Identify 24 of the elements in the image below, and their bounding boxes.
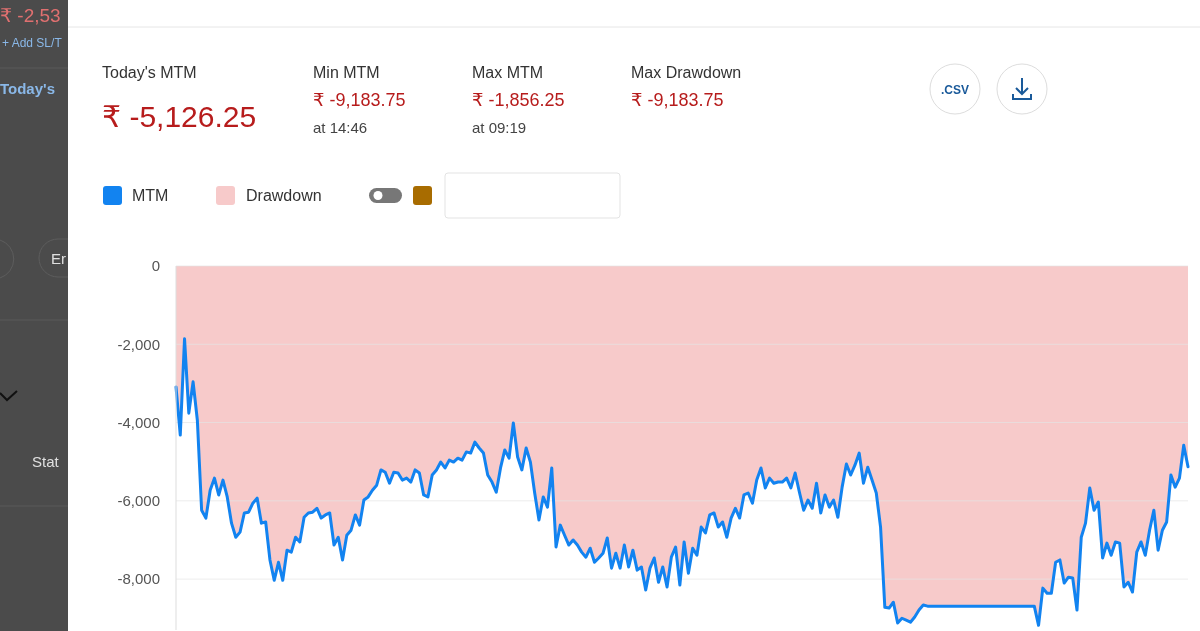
y-tick-label: -2,000 bbox=[117, 335, 160, 353]
text: .CSV bbox=[940, 83, 970, 97]
text: Er bbox=[51, 250, 66, 267]
y-tick-label: 0 bbox=[151, 257, 160, 275]
text: Today's MTM bbox=[102, 64, 197, 81]
legend-label: Drawdown bbox=[246, 187, 322, 204]
text: Today's bbox=[0, 80, 55, 97]
text: ₹ -5,126.25 bbox=[102, 100, 257, 133]
line-series bbox=[174, 337, 1190, 627]
text: ₹ -9,183.75 bbox=[631, 90, 724, 110]
text: + Add SL/T bbox=[2, 36, 63, 50]
y-tick-label: -8,000 bbox=[117, 570, 160, 588]
text: at 09:19 bbox=[472, 119, 527, 136]
text: at 14:46 bbox=[313, 119, 368, 136]
text: Max MTM bbox=[472, 64, 544, 81]
y-tick-label: -4,000 bbox=[117, 413, 160, 431]
text: ₹ -9,183.75 bbox=[313, 90, 406, 110]
text: ₹ -1,856.25 bbox=[472, 90, 565, 110]
legend-label: MTM bbox=[132, 187, 169, 204]
text: ₹ -2,53 bbox=[0, 5, 61, 26]
text: Stat bbox=[32, 453, 60, 470]
text: Max Drawdown bbox=[631, 64, 742, 81]
y-tick-label: -6,000 bbox=[117, 492, 160, 510]
text: Min MTM bbox=[313, 64, 380, 81]
